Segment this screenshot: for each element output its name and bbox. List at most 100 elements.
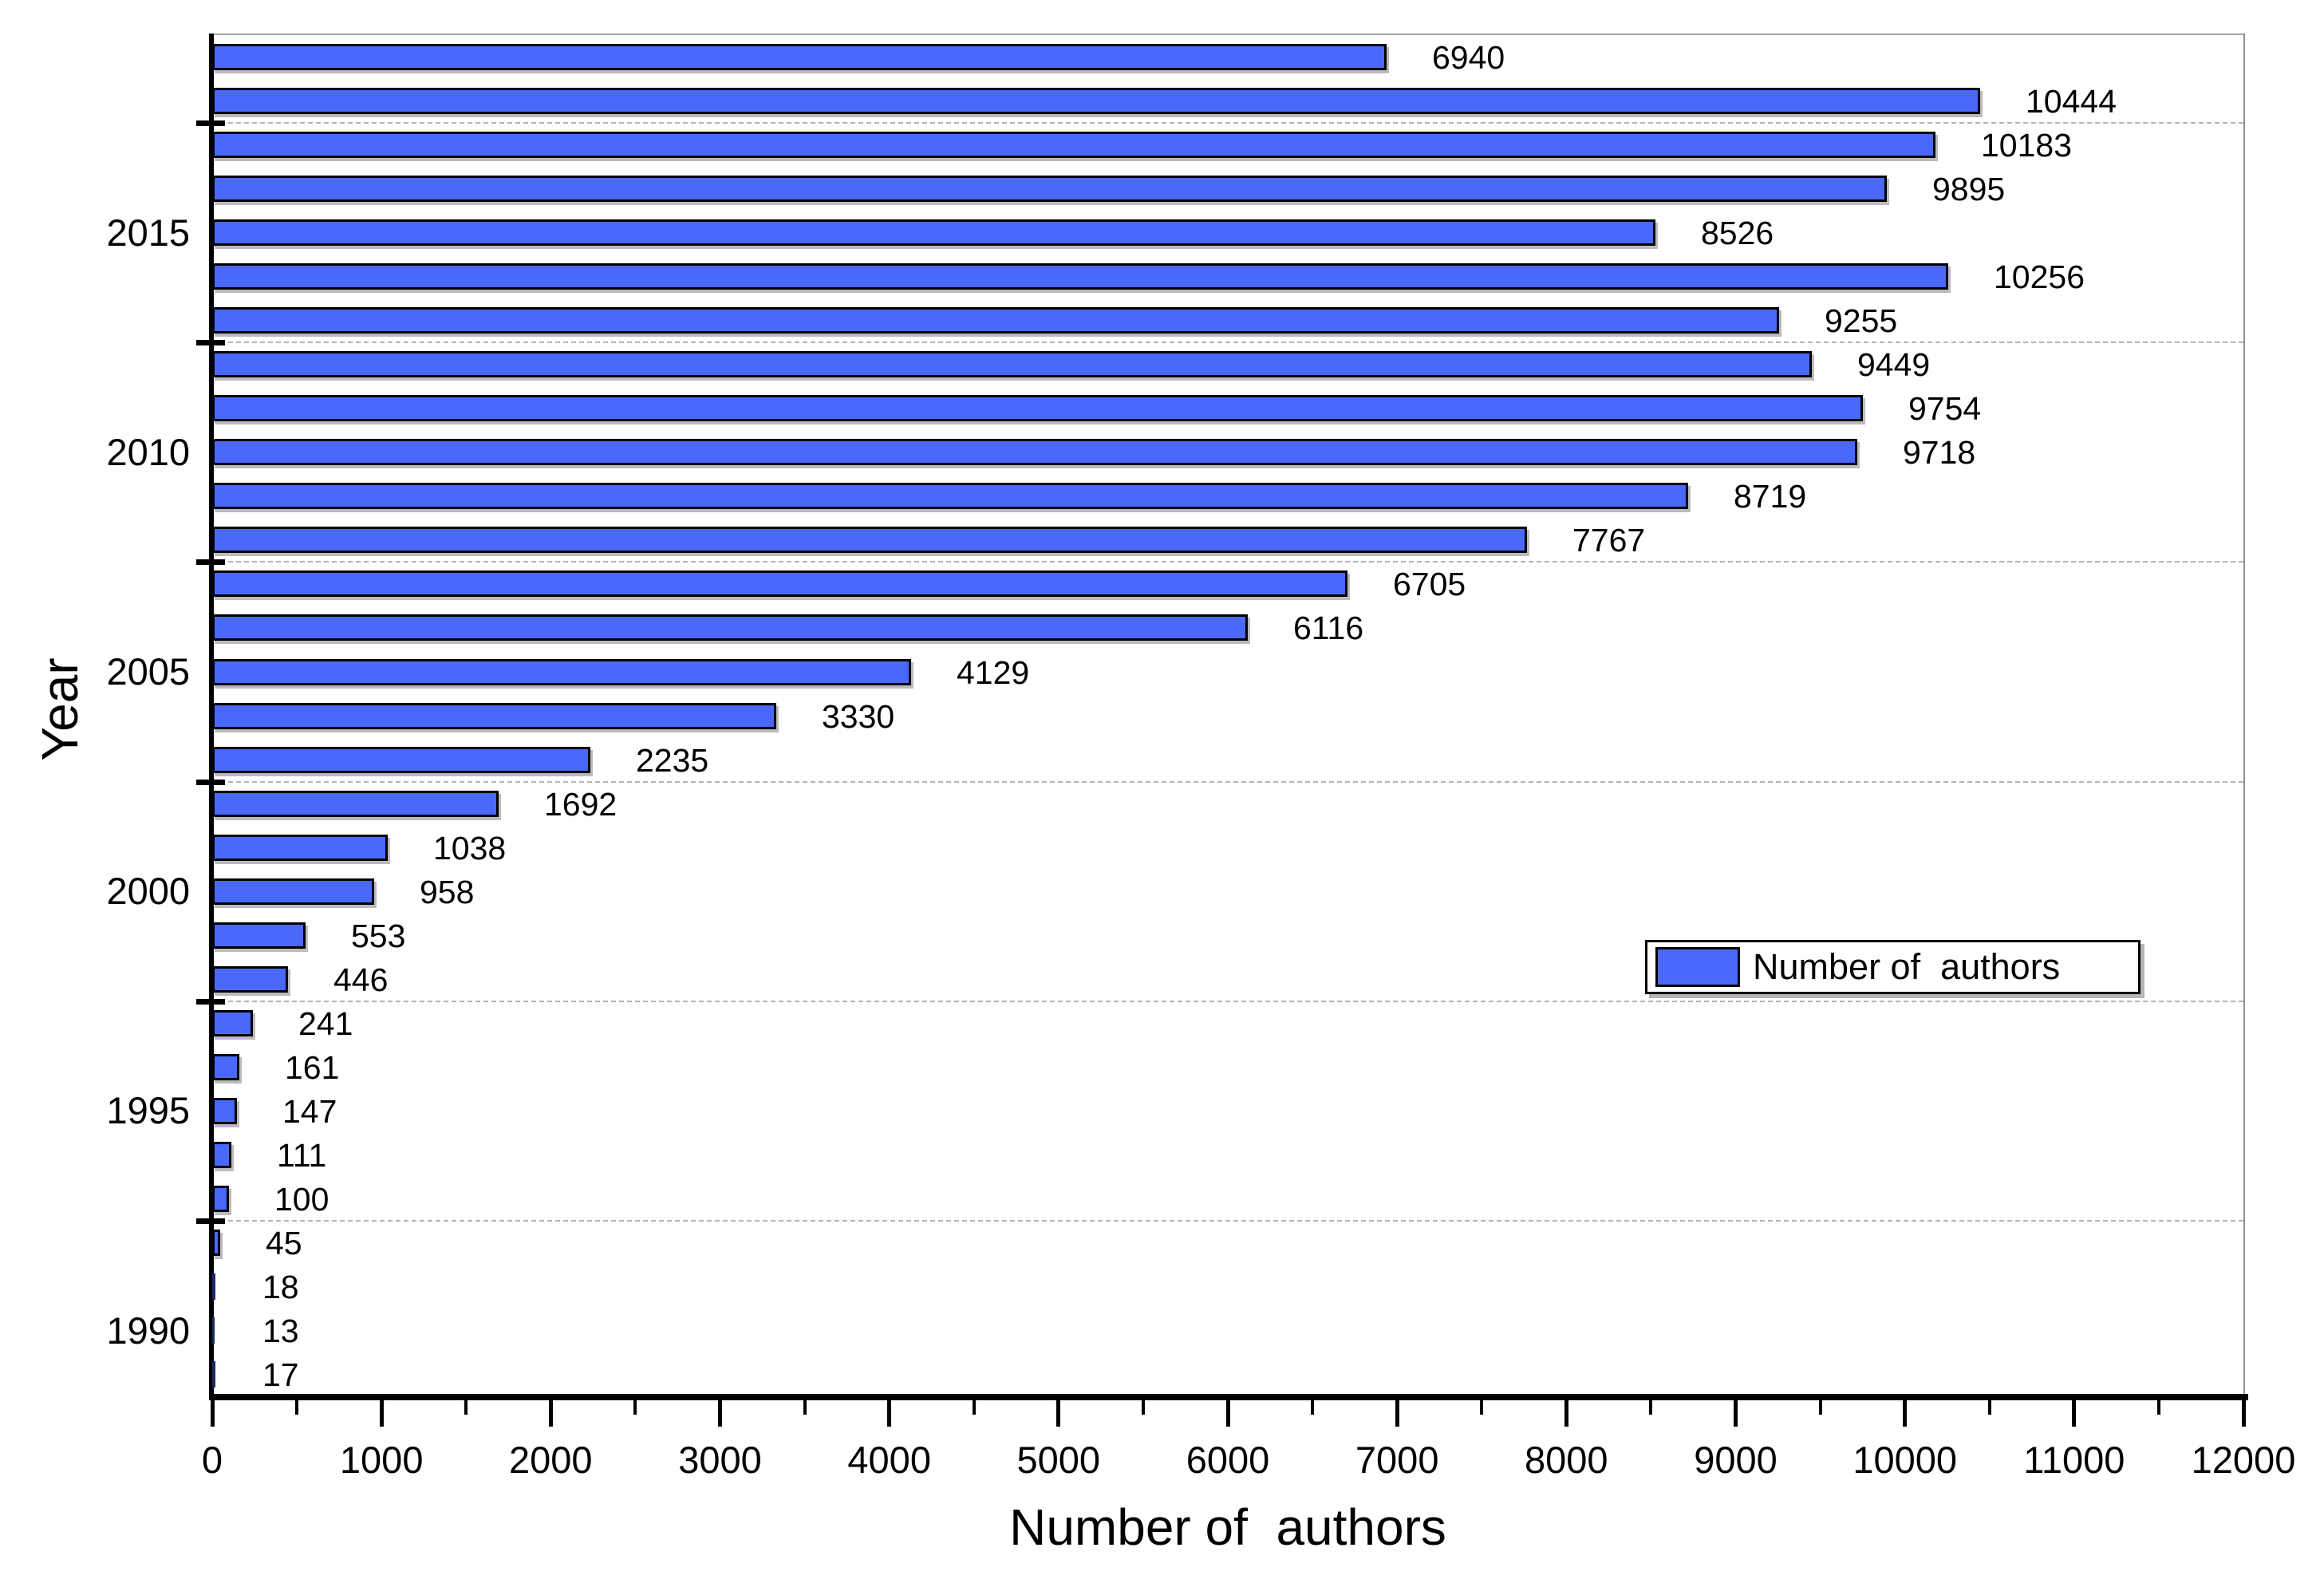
bar [212, 176, 1887, 203]
x-axis-minor-tick [1987, 1400, 1991, 1415]
x-axis-major-tick [1734, 1400, 1738, 1427]
bar [212, 790, 499, 817]
bar-value-label: 9718 [1903, 434, 1976, 472]
bar-value-label: 8526 [1701, 215, 1774, 252]
bar-value-label: 17 [262, 1356, 299, 1393]
x-axis-minor-tick [972, 1400, 976, 1415]
y-axis-tick-label: 1995 [106, 1089, 190, 1132]
bar-value-label: 18 [262, 1268, 299, 1305]
x-axis-minor-tick [1480, 1400, 1484, 1415]
x-axis-minor-tick [464, 1400, 468, 1415]
y-axis-tick [196, 120, 225, 127]
gridline [212, 1219, 2243, 1222]
x-axis-minor-tick [1818, 1400, 1822, 1415]
x-axis-major-tick [210, 1400, 215, 1427]
y-axis-tick [196, 779, 225, 785]
bar [212, 1097, 237, 1124]
bar [212, 1141, 231, 1168]
x-axis-tick-label: 2000 [509, 1439, 593, 1481]
bar [212, 307, 1779, 334]
y-axis-tick-label: 2000 [106, 870, 190, 913]
plot-border-right [2243, 34, 2245, 1396]
bar [212, 527, 1527, 554]
bar [212, 395, 1863, 422]
y-axis-tick-label: 2010 [106, 430, 190, 473]
x-axis-major-tick [1903, 1400, 1908, 1427]
y-axis-tick [196, 340, 225, 346]
bar-value-label: 6705 [1393, 566, 1466, 603]
x-axis-minor-tick [803, 1400, 807, 1415]
x-axis-tick-label: 4000 [847, 1439, 931, 1481]
bar [212, 1009, 253, 1036]
x-axis-line [209, 1394, 2248, 1400]
bar-value-label: 446 [333, 961, 389, 998]
gridline [212, 561, 2243, 563]
x-axis-tick-label: 9000 [1694, 1439, 1778, 1481]
bar-value-label: 1692 [544, 785, 617, 823]
bar-value-label: 553 [351, 917, 406, 954]
legend-label: Number of authors [1753, 946, 2061, 987]
x-axis-tick-label: 11000 [2023, 1439, 2125, 1481]
bar-value-label: 13 [262, 1312, 299, 1349]
x-axis-major-tick [2072, 1400, 2077, 1427]
legend: Number of authors [1645, 940, 2141, 994]
bar-value-label: 8719 [1734, 478, 1807, 515]
bar [212, 351, 1812, 378]
gridline [212, 122, 2243, 124]
y-axis-line [209, 34, 214, 1400]
bar-value-label: 7767 [1572, 522, 1646, 559]
x-axis-major-tick [718, 1400, 722, 1427]
x-axis-tick-label: 3000 [678, 1439, 762, 1481]
x-axis-major-tick [1395, 1400, 1399, 1427]
y-axis-tick [196, 559, 225, 566]
y-axis-tick-label: 2005 [106, 650, 190, 693]
y-axis-tick-label: 2015 [106, 211, 190, 254]
bar [212, 878, 374, 905]
bar [212, 1185, 229, 1212]
bar [212, 1317, 215, 1344]
bar-value-label: 3330 [822, 697, 895, 735]
bar-value-label: 100 [274, 1180, 329, 1218]
x-axis-tick-label: 7000 [1355, 1439, 1439, 1481]
bar [212, 922, 306, 949]
bar [212, 132, 1935, 159]
x-axis-tick-label: 1000 [339, 1439, 424, 1481]
x-axis-minor-tick [295, 1400, 299, 1415]
bar [212, 658, 911, 685]
bar [212, 1273, 215, 1300]
bar-value-label: 10256 [1994, 259, 2085, 296]
x-axis-major-tick [2241, 1400, 2246, 1427]
y-axis-tick [196, 998, 225, 1005]
x-axis-tick-label: 6000 [1186, 1439, 1270, 1481]
bar-value-label: 111 [277, 1136, 327, 1174]
bar-value-label: 9255 [1825, 302, 1898, 340]
x-axis-tick-label: 8000 [1525, 1439, 1608, 1481]
y-axis-tick-label: 1990 [106, 1309, 190, 1352]
x-axis-major-tick [1056, 1400, 1061, 1427]
x-axis-title: Number of authors [1009, 1498, 1446, 1556]
bar-value-label: 9895 [1932, 171, 2006, 208]
x-axis-minor-tick [633, 1400, 637, 1415]
x-axis-minor-tick [1141, 1400, 1145, 1415]
x-axis-major-tick [1225, 1400, 1230, 1427]
plot-area: 6940 10444 10183 9895 8526 10256 9255 9449 9754 9… [212, 35, 2243, 1396]
x-axis-tick-label: 0 [201, 1439, 223, 1481]
bar [212, 834, 388, 861]
gridline [212, 1000, 2243, 1002]
legend-swatch [1655, 947, 1740, 987]
bar-value-label: 147 [282, 1092, 337, 1130]
bar-value-label: 9449 [1857, 346, 1931, 384]
bar [212, 570, 1347, 598]
x-axis-tick-label: 10000 [1852, 1439, 1958, 1481]
x-axis-major-tick [548, 1400, 553, 1427]
x-axis-major-tick [887, 1400, 892, 1427]
bar [212, 439, 1857, 466]
bar-value-label: 10183 [1981, 127, 2073, 164]
x-axis-tick-label: 12000 [2191, 1439, 2296, 1481]
x-axis-tick-label: 5000 [1016, 1439, 1101, 1481]
x-axis-minor-tick [1311, 1400, 1315, 1415]
bar-value-label: 10444 [2026, 83, 2117, 120]
y-axis-title: Year [31, 657, 89, 761]
gridline [212, 780, 2243, 783]
